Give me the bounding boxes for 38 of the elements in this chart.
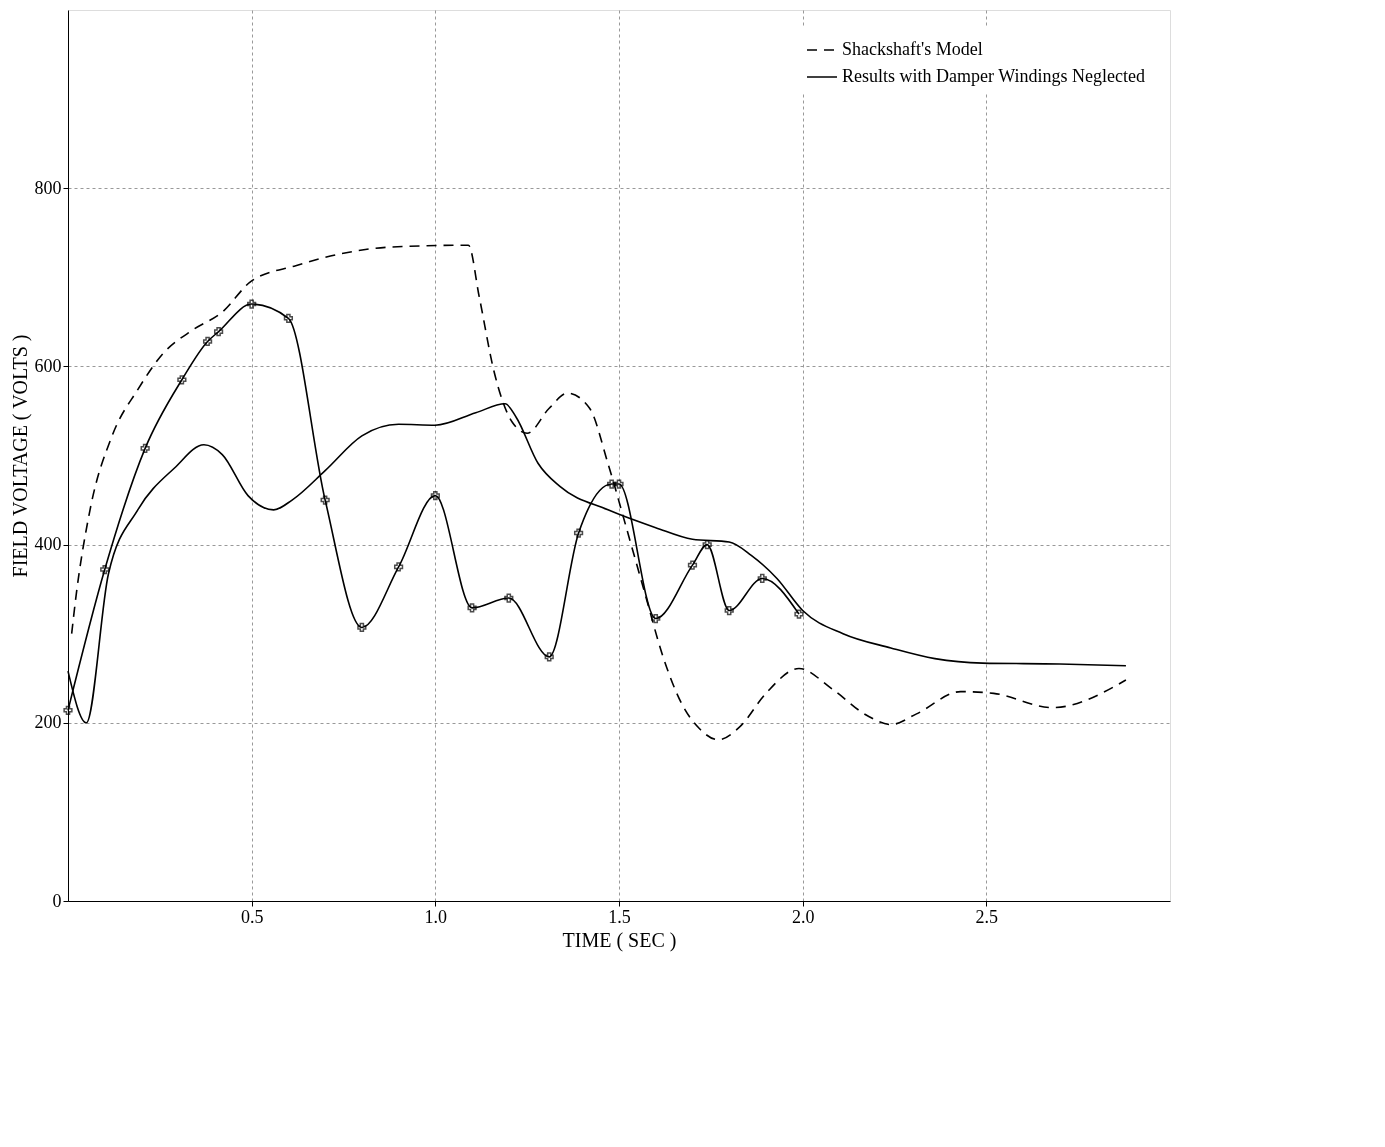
point	[794, 609, 804, 619]
point	[357, 622, 367, 633]
x-tick-label: 0.5	[240, 906, 264, 927]
point	[504, 593, 514, 603]
point	[320, 495, 330, 505]
x-tick-label: 2.0	[791, 906, 815, 927]
point	[283, 313, 294, 323]
point	[467, 603, 477, 613]
x-tick-label: 1.5	[608, 906, 631, 927]
point	[573, 528, 584, 538]
x-tick-label: 2.5	[975, 906, 999, 927]
point	[651, 613, 661, 624]
y-axis-title: FIELD VOLTAGE ( VOLTS )	[8, 334, 32, 578]
y-tick-label: 200	[34, 712, 62, 733]
legend-label: Shackshaft's Model	[842, 39, 983, 59]
point	[393, 562, 404, 572]
point	[757, 573, 767, 584]
y-tick-label: 800	[34, 177, 62, 198]
point	[687, 560, 698, 570]
point	[724, 605, 734, 616]
point	[607, 479, 617, 489]
x-tick-label: 1.0	[424, 906, 448, 927]
point	[430, 490, 440, 501]
point	[177, 375, 187, 385]
x-axis-title: TIME ( SEC )	[562, 928, 677, 952]
legend-label: Results with Damper Windings Neglected	[842, 66, 1145, 86]
point	[247, 299, 257, 309]
point	[614, 479, 624, 489]
line-series	[70, 244, 1127, 741]
point	[213, 327, 224, 337]
point	[100, 564, 110, 575]
y-tick-label: 400	[34, 534, 62, 555]
y-tick-label: 600	[34, 355, 62, 376]
point	[63, 705, 73, 715]
point	[140, 443, 150, 453]
point	[544, 652, 554, 662]
point	[202, 336, 213, 347]
y-tick-label: 0	[52, 890, 62, 911]
